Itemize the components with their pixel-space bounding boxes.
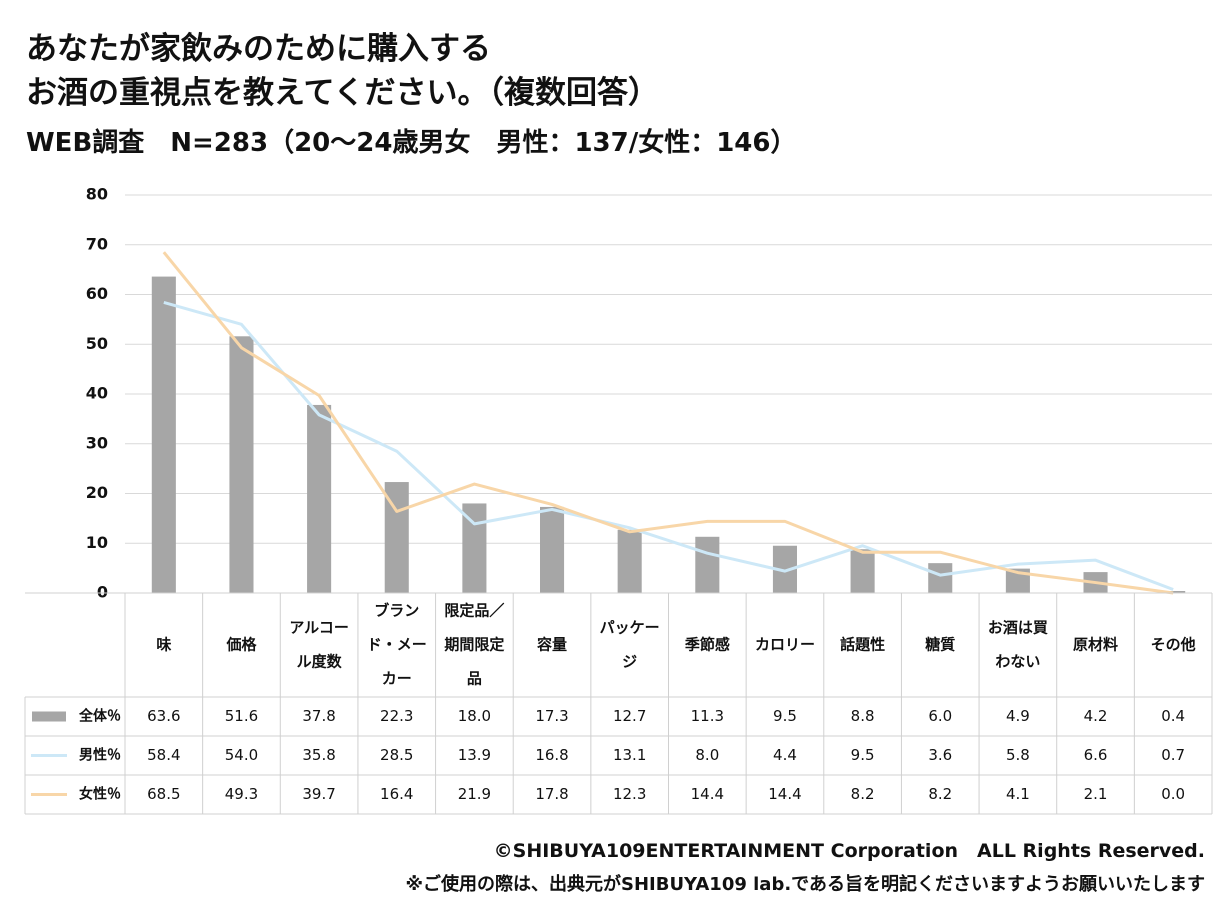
- data-value: 6.6: [1084, 746, 1108, 764]
- usage-notice: ※ご使用の際は、出典元がSHIBUYA109 lab.である旨を明記くださいます…: [405, 874, 1206, 895]
- category-label: ジ: [622, 653, 637, 671]
- data-value: 8.2: [928, 785, 952, 803]
- y-tick-label: 60: [86, 284, 108, 303]
- category-label: その他: [1151, 636, 1196, 654]
- category-label: パッケー: [600, 619, 660, 637]
- y-tick-label: 70: [86, 234, 108, 253]
- category-label: 味: [156, 636, 171, 654]
- bar: [151, 276, 176, 593]
- bar: [695, 536, 720, 593]
- data-value: 35.8: [302, 746, 335, 764]
- legend-label: 全体％: [78, 708, 121, 725]
- data-value: 9.5: [773, 707, 797, 725]
- data-value: 4.1: [1006, 785, 1030, 803]
- data-value: 3.6: [928, 746, 952, 764]
- data-value: 6.0: [928, 707, 952, 725]
- data-value: 8.2: [851, 785, 875, 803]
- data-value: 17.3: [535, 707, 568, 725]
- category-label: カロリー: [755, 636, 815, 654]
- legend-label: 男性％: [79, 747, 121, 764]
- data-value: 39.7: [302, 785, 335, 803]
- data-value: 63.6: [147, 707, 180, 725]
- data-value: 58.4: [147, 746, 180, 764]
- y-tick-label: 40: [86, 384, 108, 403]
- data-value: 49.3: [225, 785, 258, 803]
- copyright-text: ©SHIBUYA109ENTERTAINMENT Corporation ALL…: [493, 840, 1205, 862]
- data-value: 11.3: [691, 707, 724, 725]
- y-tick-label: 0: [97, 583, 108, 602]
- category-label: 価格: [225, 636, 257, 654]
- data-value: 9.5: [851, 746, 875, 764]
- bar: [850, 549, 875, 593]
- y-tick-label: 20: [86, 483, 108, 502]
- data-value: 4.9: [1006, 707, 1030, 725]
- data-value: 22.3: [380, 707, 413, 725]
- data-value: 13.1: [613, 746, 646, 764]
- y-tick-label: 80: [86, 185, 108, 204]
- data-value: 51.6: [225, 707, 258, 725]
- data-value: 12.7: [613, 707, 646, 725]
- bar: [540, 506, 565, 593]
- data-value: 5.8: [1006, 746, 1030, 764]
- category-label: 期間限定: [444, 636, 504, 654]
- data-value: 8.8: [851, 707, 875, 725]
- data-value: 21.9: [458, 785, 491, 803]
- data-value: 16.8: [535, 746, 568, 764]
- category-label: ブラン: [374, 602, 419, 620]
- category-label: アルコー: [289, 619, 349, 637]
- data-value: 12.3: [613, 785, 646, 803]
- data-value: 37.8: [302, 707, 335, 725]
- data-value: 54.0: [225, 746, 258, 764]
- y-tick-label: 30: [86, 433, 108, 452]
- data-value: 14.4: [691, 785, 724, 803]
- data-value: 4.4: [773, 746, 797, 764]
- bar: [928, 563, 953, 593]
- data-value: 8.0: [695, 746, 719, 764]
- y-tick-label: 10: [86, 533, 108, 552]
- data-value: 0.7: [1161, 746, 1185, 764]
- category-label: ド・メー: [367, 636, 427, 654]
- data-value: 17.8: [535, 785, 568, 803]
- legend-key: [32, 711, 66, 722]
- category-label: 糖質: [925, 636, 955, 654]
- y-tick-label: 50: [86, 334, 108, 353]
- bar: [617, 529, 642, 593]
- category-label: カー: [382, 670, 412, 688]
- category-label: 限定品／: [444, 602, 504, 620]
- data-value: 14.4: [768, 785, 801, 803]
- data-value: 68.5: [147, 785, 180, 803]
- legend-label: 女性％: [79, 786, 121, 803]
- data-value: 16.4: [380, 785, 413, 803]
- category-label: わない: [995, 653, 1040, 671]
- data-value: 2.1: [1084, 785, 1108, 803]
- data-value: 13.9: [458, 746, 491, 764]
- chart-subtitle: WEB調査 N=283（20～24歳男女 男性：137/女性：146）: [26, 128, 797, 158]
- chart-title-line1: あなたが家飲みのために購入する: [26, 31, 491, 67]
- category-label: ル度数: [297, 653, 343, 671]
- chart-title-line2: お酒の重視点を教えてください。（複数回答）: [26, 75, 660, 111]
- data-value: 4.2: [1084, 707, 1108, 725]
- series-line: [163, 301, 1174, 591]
- bar: [229, 336, 254, 593]
- bar: [307, 404, 332, 593]
- data-value: 0.0: [1161, 785, 1185, 803]
- series-line: [162, 251, 1174, 595]
- data-value: 0.4: [1161, 707, 1185, 725]
- category-label: 季節感: [685, 636, 730, 654]
- category-label: お酒は買: [988, 619, 1048, 637]
- data-value: 18.0: [458, 707, 491, 725]
- category-label: 話題性: [840, 636, 885, 654]
- data-value: 28.5: [380, 746, 413, 764]
- category-label: 原材料: [1073, 636, 1118, 654]
- category-label: 品: [467, 670, 482, 688]
- category-label: 容量: [536, 636, 567, 654]
